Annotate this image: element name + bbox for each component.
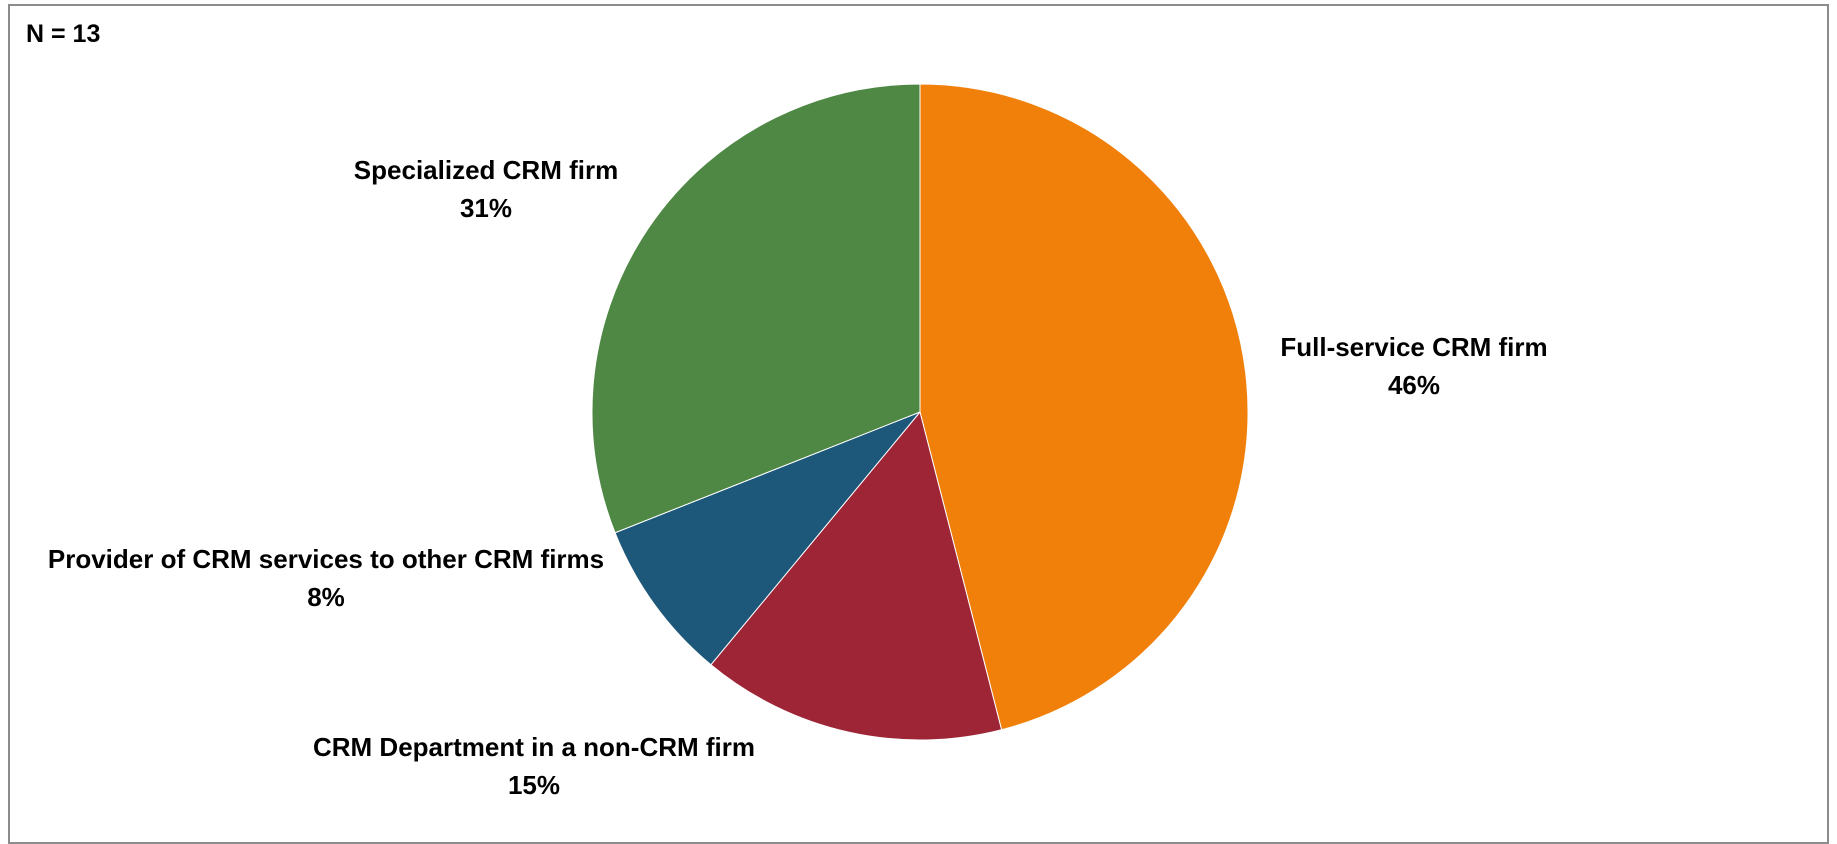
slice-percent: 46% <box>1387 370 1441 400</box>
pie-slice-1 <box>710 410 1003 741</box>
slice-name: Provider of CRM services to other CRM fi… <box>47 544 605 574</box>
slice-name: Full-service CRM firm <box>1280 332 1548 362</box>
slice-percent: 31% <box>459 193 513 223</box>
pie-slice-0 <box>919 83 1249 731</box>
slice-percent: 15% <box>507 770 561 800</box>
sample-size-label: N = 13 <box>26 20 101 48</box>
pie-slice-2 <box>614 411 921 666</box>
slice-label-crm-department: CRM Department in a non-CRM firm 15% <box>313 728 755 804</box>
pie-chart <box>591 83 1249 741</box>
pie-slices <box>591 83 1249 741</box>
slice-label-provider: Provider of CRM services to other CRM fi… <box>48 540 604 616</box>
pie-slice-3 <box>591 83 921 534</box>
slice-label-specialized: Specialized CRM firm 31% <box>354 151 618 227</box>
slice-label-full-service: Full-service CRM firm 46% <box>1280 328 1547 404</box>
slice-percent: 8% <box>307 582 345 612</box>
slice-name: CRM Department in a non-CRM firm <box>313 732 755 762</box>
slice-name: Specialized CRM firm <box>353 155 619 185</box>
